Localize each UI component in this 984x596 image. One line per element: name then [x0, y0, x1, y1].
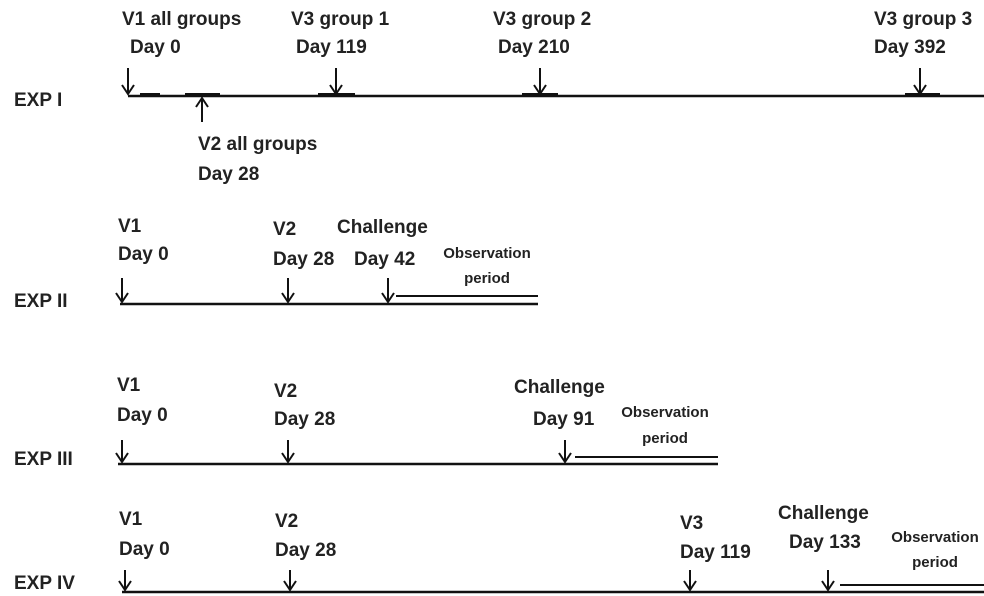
event-label: Challenge: [337, 217, 428, 238]
event-label: V3 group 1: [291, 9, 390, 30]
event-day: Day 392: [874, 37, 946, 58]
event-label: V2: [275, 511, 298, 532]
event-arrow: [533, 68, 547, 96]
event-arrow: [118, 570, 132, 592]
exp-label: EXP III: [14, 449, 73, 470]
event-arrow: [281, 440, 295, 464]
event-day: Day 42: [354, 249, 415, 270]
event-day: Day 28: [275, 540, 336, 561]
event-arrow: [283, 570, 297, 592]
event-day: Day 119: [680, 542, 751, 563]
event-label: V1: [117, 375, 141, 396]
event-day: Day 133: [789, 532, 861, 553]
observation-label: Observation: [443, 245, 531, 262]
exp-label: EXP I: [14, 90, 62, 111]
event-day: Day 0: [119, 539, 170, 560]
exp-label: EXP II: [14, 291, 68, 312]
event-label: V3 group 2: [493, 9, 591, 30]
event-label: V2 all groups: [198, 134, 317, 155]
exp-label: EXP IV: [14, 573, 75, 594]
observation-label: period: [642, 430, 688, 447]
event-day: Day 28: [198, 164, 259, 185]
observation-label: Observation: [621, 404, 709, 421]
event-label: V3: [680, 513, 703, 534]
event-arrow: [281, 278, 295, 304]
event-day: Day 28: [273, 249, 334, 270]
event-label: Challenge: [778, 503, 869, 524]
event-day: Day 0: [118, 244, 169, 265]
event-day: Day 210: [498, 37, 570, 58]
event-day: Day 91: [533, 409, 595, 430]
event-arrow: [115, 278, 129, 304]
event-arrow: [558, 440, 572, 464]
event-arrow: [195, 96, 209, 122]
event-day: Day 0: [130, 37, 181, 58]
event-label: V2: [273, 219, 296, 240]
event-arrow: [683, 570, 697, 592]
observation-label: Observation: [891, 529, 979, 546]
event-label: V2: [274, 381, 297, 402]
event-arrow: [121, 68, 135, 96]
event-day: Day 0: [117, 405, 168, 426]
event-day: Day 28: [274, 409, 335, 430]
event-label: V1: [119, 509, 143, 530]
event-arrow: [115, 440, 129, 464]
event-label: Challenge: [514, 377, 605, 398]
observation-label: period: [912, 554, 958, 571]
event-arrow: [913, 68, 927, 96]
event-label: V3 group 3: [874, 9, 972, 30]
event-arrow: [381, 278, 395, 304]
event-arrow: [329, 68, 343, 96]
event-day: Day 119: [296, 37, 367, 58]
event-label: V1: [118, 216, 142, 237]
event-arrow: [821, 570, 835, 592]
event-label: V1 all groups: [122, 9, 241, 30]
observation-label: period: [464, 270, 510, 287]
